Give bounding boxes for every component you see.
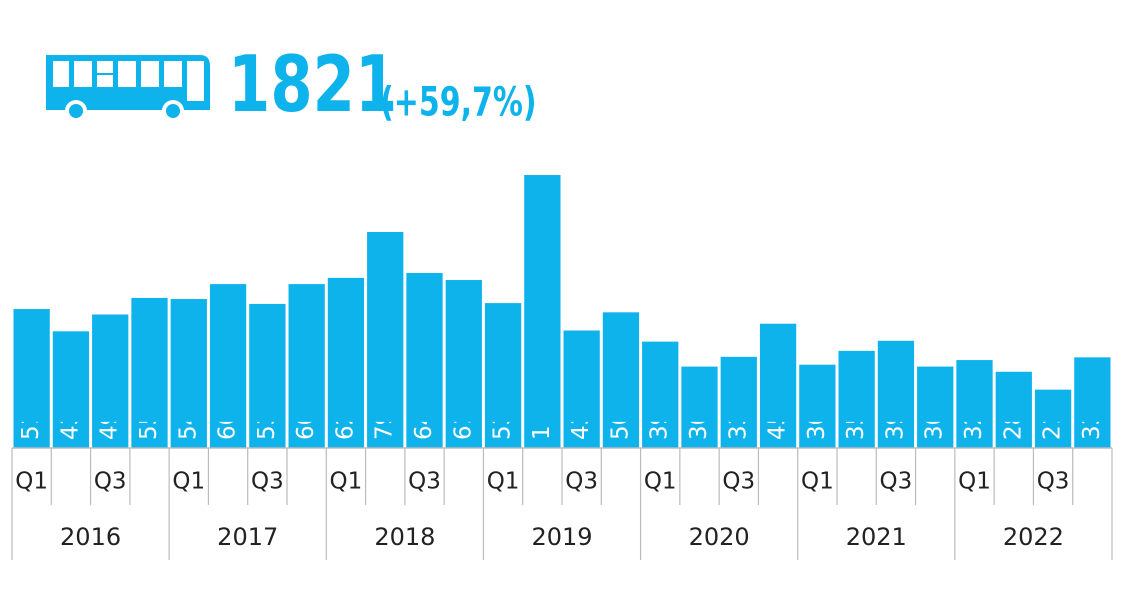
bar — [92, 314, 129, 448]
x-tick-label: Q3 — [880, 469, 913, 495]
bar — [759, 323, 797, 448]
value-label: 324 — [961, 396, 987, 440]
value-label: 534 — [490, 396, 516, 440]
bar — [288, 284, 325, 448]
bar — [799, 364, 836, 448]
value-label: 215 — [1040, 396, 1066, 440]
value-label: 627 — [332, 396, 358, 440]
x-tick-label: Q1 — [644, 469, 677, 495]
bar — [563, 330, 600, 448]
bar — [406, 272, 443, 448]
x-tick-label: Q1 — [958, 469, 991, 495]
bar — [917, 366, 954, 448]
x-tick-label: Q1 — [801, 469, 834, 495]
value-label: 336 — [725, 396, 751, 440]
title: 1821 — [228, 40, 397, 130]
value-label: 281 — [1000, 396, 1026, 440]
group-label: 2017 — [217, 523, 278, 551]
value-label: 619 — [450, 396, 476, 440]
bar — [720, 356, 757, 448]
value-label: 645 — [411, 396, 437, 440]
x-tick-label: Q1 — [172, 469, 205, 495]
x-tick-label: Q3 — [251, 469, 284, 495]
bar — [681, 366, 718, 448]
value-label: 796 — [372, 396, 398, 440]
bar — [13, 309, 50, 448]
value-label: 395 — [882, 396, 908, 440]
value-label: 392 — [647, 396, 673, 440]
group-label: 2016 — [60, 523, 121, 551]
x-tick-label: Q1 — [487, 469, 520, 495]
value-label: 492 — [97, 396, 123, 440]
bus-icon — [46, 55, 210, 122]
x-tick-label: Q1 — [330, 469, 363, 495]
bar — [642, 341, 679, 448]
group-label: 2022 — [1003, 523, 1064, 551]
x-tick-label: Q3 — [94, 469, 127, 495]
value-label: 300 — [922, 396, 948, 440]
group-label: 2020 — [689, 523, 750, 551]
x-tick-label: Q3 — [722, 469, 755, 495]
value-label: 358 — [843, 396, 869, 440]
value-label: 300 — [686, 396, 712, 440]
value-label: 549 — [175, 396, 201, 440]
x-tick-label: Q3 — [1037, 469, 1070, 495]
group-label: 2018 — [374, 523, 435, 551]
bar — [995, 371, 1032, 448]
value-label: 458 — [765, 396, 791, 440]
bar — [209, 284, 247, 448]
bar — [170, 299, 207, 448]
bar — [327, 277, 365, 448]
bar — [249, 303, 286, 448]
subtitle: (+59,7%) — [380, 79, 537, 125]
x-tick-label: Q1 — [15, 469, 48, 495]
value-label: 604 — [215, 396, 241, 440]
bar — [52, 331, 90, 448]
bar — [1074, 357, 1111, 448]
x-tick-label: Q3 — [565, 469, 598, 495]
value-label: 334 — [1079, 396, 1105, 440]
value-label: 604 — [293, 396, 319, 440]
bar — [602, 312, 640, 448]
value-label: 531 — [254, 396, 280, 440]
value-label: 1 006 — [529, 374, 555, 440]
value-label: 553 — [136, 396, 162, 440]
value-label: 500 — [607, 396, 633, 440]
value-label: 433 — [568, 396, 594, 440]
bar — [956, 360, 993, 448]
bar — [484, 303, 522, 448]
bar — [524, 175, 561, 448]
bar — [131, 297, 168, 448]
x-tick-label: Q3 — [408, 469, 441, 495]
group-label: 2019 — [531, 523, 592, 551]
bar — [445, 280, 482, 448]
bar — [877, 340, 915, 448]
bar — [838, 350, 875, 448]
bar — [367, 231, 404, 448]
bar — [1034, 389, 1072, 448]
value-label: 307 — [804, 396, 830, 440]
value-label: 430 — [57, 396, 83, 440]
value-label: 512 — [18, 396, 44, 440]
group-label: 2021 — [846, 523, 907, 551]
